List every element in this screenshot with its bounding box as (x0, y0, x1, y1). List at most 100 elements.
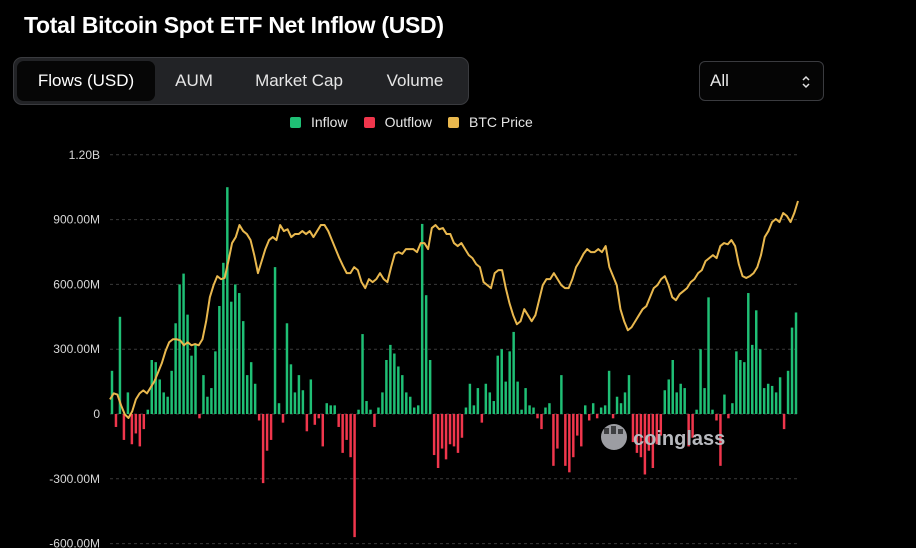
inflow-bar[interactable] (218, 306, 221, 414)
inflow-bar[interactable] (619, 403, 623, 414)
outflow-bar[interactable] (691, 414, 694, 438)
inflow-bar[interactable] (747, 293, 750, 414)
inflow-bar[interactable] (528, 405, 531, 414)
inflow-bar[interactable] (333, 405, 336, 414)
inflow-bar[interactable] (544, 407, 547, 414)
outflow-bar[interactable] (436, 414, 440, 468)
inflow-bar[interactable] (735, 351, 738, 414)
inflow-bar[interactable] (214, 351, 217, 414)
inflow-bar[interactable] (512, 331, 515, 414)
inflow-bar[interactable] (524, 388, 527, 414)
inflow-bar[interactable] (428, 360, 432, 414)
inflow-bar[interactable] (369, 409, 372, 414)
inflow-bar[interactable] (273, 267, 277, 414)
outflow-bar[interactable] (456, 414, 460, 453)
inflow-bar[interactable] (186, 314, 189, 414)
inflow-bar[interactable] (361, 334, 364, 414)
outflow-bar[interactable] (261, 414, 265, 484)
outflow-bar[interactable] (134, 414, 138, 434)
inflow-bar[interactable] (548, 403, 551, 414)
inflow-bar[interactable] (293, 392, 297, 414)
outflow-bar[interactable] (587, 414, 591, 421)
outflow-bar[interactable] (580, 414, 583, 447)
outflow-bar[interactable] (595, 414, 599, 419)
inflow-bar[interactable] (253, 383, 257, 414)
inflow-bar[interactable] (409, 396, 412, 414)
inflow-bar[interactable] (210, 388, 213, 414)
outflow-bar[interactable] (281, 414, 285, 423)
inflow-bar[interactable] (118, 316, 122, 414)
inflow-bar[interactable] (623, 392, 627, 414)
outflow-bar[interactable] (353, 414, 356, 538)
outflow-bar[interactable] (480, 414, 484, 423)
inflow-bar[interactable] (699, 349, 702, 414)
inflow-bar[interactable] (297, 375, 301, 414)
outflow-bar[interactable] (142, 414, 146, 430)
inflow-bar[interactable] (397, 366, 400, 414)
inflow-bar[interactable] (770, 385, 774, 414)
legend-item-inflow[interactable]: Inflow (290, 114, 348, 130)
inflow-bar[interactable] (786, 370, 790, 414)
inflow-bar[interactable] (774, 392, 778, 414)
inflow-bar[interactable] (723, 394, 726, 414)
outflow-bar[interactable] (639, 414, 643, 458)
inflow-bar[interactable] (520, 409, 523, 414)
inflow-bar[interactable] (794, 312, 798, 414)
inflow-bar[interactable] (703, 388, 706, 414)
outflow-bar[interactable] (349, 414, 352, 458)
inflow-bar[interactable] (671, 360, 674, 414)
inflow-bar[interactable] (226, 187, 229, 414)
inflow-bar[interactable] (277, 403, 281, 414)
inflow-bar[interactable] (377, 407, 380, 414)
inflow-bar[interactable] (762, 388, 766, 414)
inflow-bar[interactable] (751, 344, 754, 414)
inflow-bar[interactable] (146, 409, 150, 414)
inflow-bar[interactable] (401, 375, 404, 414)
inflow-bar[interactable] (464, 407, 468, 414)
outflow-bar[interactable] (659, 414, 663, 436)
inflow-bar[interactable] (249, 362, 253, 414)
outflow-bar[interactable] (576, 414, 579, 436)
outflow-bar[interactable] (345, 414, 348, 440)
inflow-bar[interactable] (695, 409, 698, 414)
inflow-bar[interactable] (381, 392, 384, 414)
inflow-bar[interactable] (413, 407, 416, 414)
inflow-bar[interactable] (790, 327, 794, 414)
outflow-bar[interactable] (138, 414, 142, 447)
inflow-bar[interactable] (178, 284, 181, 414)
inflow-bar[interactable] (472, 405, 476, 414)
outflow-bar[interactable] (130, 414, 134, 445)
outflow-bar[interactable] (265, 414, 269, 451)
outflow-bar[interactable] (440, 414, 444, 449)
outflow-bar[interactable] (651, 414, 655, 468)
inflow-bar[interactable] (241, 321, 245, 414)
inflow-bar[interactable] (766, 383, 770, 414)
inflow-bar[interactable] (607, 370, 611, 414)
outflow-bar[interactable] (460, 414, 464, 438)
outflow-bar[interactable] (655, 414, 659, 445)
inflow-bar[interactable] (325, 403, 328, 414)
outflow-bar[interactable] (635, 414, 639, 453)
inflow-bar[interactable] (603, 405, 607, 414)
tab-aum[interactable]: AUM (175, 71, 213, 90)
inflow-bar[interactable] (162, 392, 165, 414)
inflow-bar[interactable] (492, 401, 496, 414)
inflow-bar[interactable] (778, 377, 782, 414)
inflow-bar[interactable] (230, 301, 233, 414)
inflow-bar[interactable] (484, 383, 488, 414)
outflow-bar[interactable] (444, 414, 448, 460)
inflow-bar[interactable] (508, 351, 511, 414)
outflow-bar[interactable] (313, 414, 317, 425)
outflow-bar[interactable] (341, 414, 344, 453)
inflow-bar[interactable] (170, 370, 173, 414)
outflow-bar[interactable] (257, 414, 261, 421)
inflow-bar[interactable] (158, 379, 161, 414)
inflow-bar[interactable] (424, 295, 428, 414)
inflow-bar[interactable] (289, 364, 293, 414)
inflow-bar[interactable] (707, 297, 710, 414)
inflow-bar[interactable] (743, 362, 746, 414)
outflow-bar[interactable] (373, 414, 376, 427)
outflow-bar[interactable] (305, 414, 309, 432)
outflow-bar[interactable] (198, 414, 201, 419)
outflow-bar[interactable] (611, 414, 615, 419)
